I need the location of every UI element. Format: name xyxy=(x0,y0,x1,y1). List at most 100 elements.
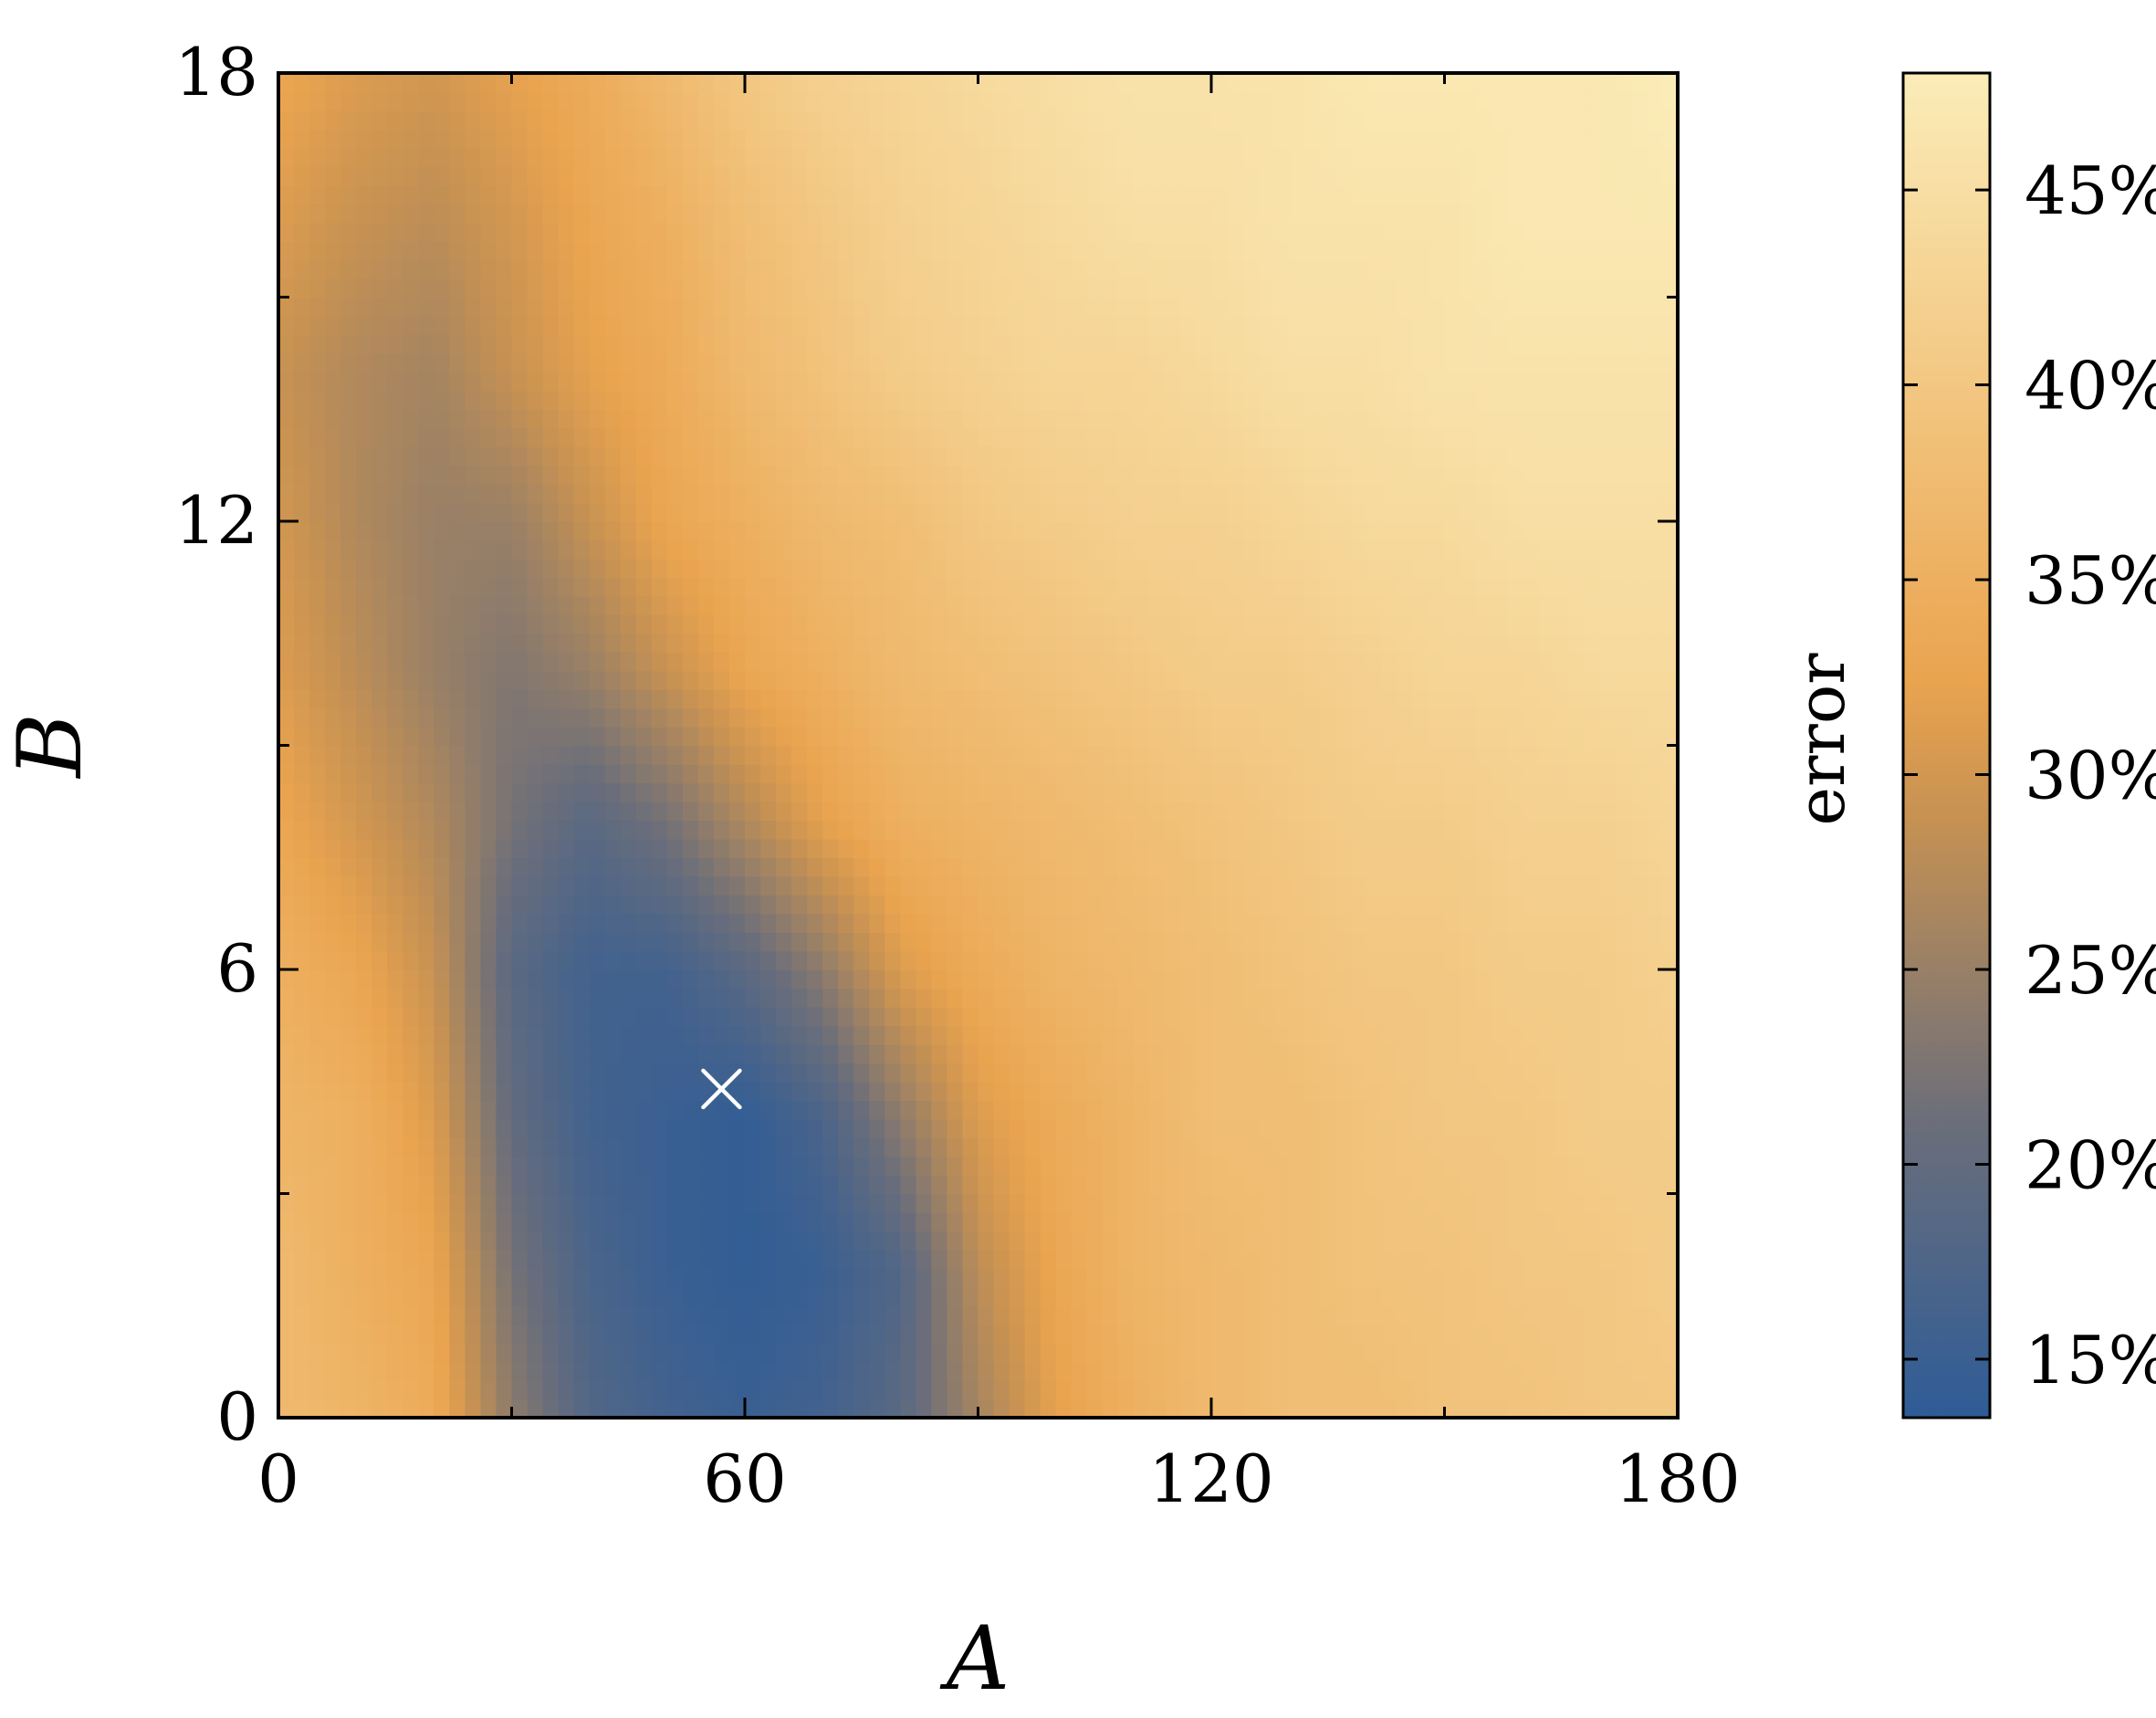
heatmap-cell xyxy=(1351,1305,1368,1325)
heatmap-cell xyxy=(1584,1231,1601,1251)
heatmap-cell xyxy=(278,1043,295,1064)
heatmap-cell xyxy=(340,1398,357,1418)
heatmap-cell xyxy=(947,782,964,802)
heatmap-cell xyxy=(962,1249,979,1270)
heatmap-cell xyxy=(697,913,715,933)
heatmap-cell xyxy=(1661,913,1678,933)
heatmap-cell xyxy=(884,988,902,1008)
heatmap-cell xyxy=(916,1025,933,1045)
heatmap-cell xyxy=(635,1361,653,1381)
heatmap-cell xyxy=(791,1268,808,1288)
heatmap-cell xyxy=(1304,1156,1322,1176)
heatmap-cell xyxy=(666,652,684,672)
heatmap-cell xyxy=(1351,1156,1368,1176)
heatmap-cell xyxy=(1102,577,1119,597)
heatmap-cell xyxy=(1133,1211,1150,1232)
heatmap-cell xyxy=(1568,1286,1586,1307)
heatmap-cell xyxy=(1506,1006,1523,1027)
heatmap-cell xyxy=(1537,614,1554,634)
heatmap-cell xyxy=(542,539,560,560)
heatmap-cell xyxy=(1289,595,1305,616)
heatmap-cell xyxy=(1117,1305,1135,1325)
heatmap-cell xyxy=(1242,1006,1259,1027)
heatmap-cell xyxy=(993,801,1010,822)
heatmap-cell xyxy=(760,1100,777,1120)
heatmap-cell xyxy=(978,988,995,1008)
heatmap-cell xyxy=(1024,727,1041,747)
heatmap-cell xyxy=(1148,1398,1166,1418)
heatmap-cell xyxy=(728,763,746,784)
heatmap-cell xyxy=(1148,782,1166,802)
heatmap-cell xyxy=(713,1006,730,1027)
heatmap-cell xyxy=(1444,1305,1461,1325)
heatmap-cell xyxy=(1055,446,1073,466)
heatmap-cell xyxy=(1661,689,1678,709)
heatmap-cell xyxy=(449,932,466,952)
heatmap-cell xyxy=(1630,1006,1648,1027)
heatmap-cell xyxy=(745,1156,761,1176)
heatmap-cell xyxy=(822,727,839,747)
heatmap-cell xyxy=(1630,670,1648,690)
heatmap-cell xyxy=(962,913,979,933)
heatmap-cell xyxy=(294,689,310,709)
heatmap-cell xyxy=(387,1156,404,1176)
heatmap-cell xyxy=(1009,1025,1026,1045)
heatmap-cell xyxy=(1584,727,1601,747)
heatmap-cell xyxy=(1599,1137,1617,1158)
heatmap-cell xyxy=(697,1043,715,1064)
heatmap-cell xyxy=(496,838,513,859)
heatmap-cell xyxy=(1009,1305,1026,1325)
heatmap-cell xyxy=(340,1025,357,1045)
heatmap-cell xyxy=(760,577,777,597)
heatmap-cell xyxy=(449,484,466,504)
heatmap-cell xyxy=(1537,465,1554,485)
heatmap-cell xyxy=(1071,502,1088,522)
heatmap-cell xyxy=(1366,502,1384,522)
heatmap-cell xyxy=(309,727,326,747)
heatmap-cell xyxy=(1506,614,1523,634)
heatmap-cell xyxy=(1366,895,1384,915)
heatmap-cell xyxy=(325,1268,341,1288)
heatmap-cell xyxy=(1553,1305,1570,1325)
heatmap-cell xyxy=(1148,539,1166,560)
heatmap-cell xyxy=(1568,689,1586,709)
heatmap-cell xyxy=(666,801,684,822)
heatmap-cell xyxy=(1444,763,1461,784)
heatmap-cell xyxy=(1211,595,1228,616)
heatmap-cell xyxy=(527,1398,544,1418)
heatmap-cell xyxy=(372,801,389,822)
heatmap-cell xyxy=(356,427,372,447)
heatmap-cell xyxy=(1289,670,1305,690)
heatmap-cell xyxy=(728,1025,746,1045)
heatmap-cell xyxy=(869,820,886,840)
heatmap-cell xyxy=(573,446,591,466)
heatmap-cell xyxy=(1335,1305,1353,1325)
heatmap-cell xyxy=(1024,595,1041,616)
heatmap-cell xyxy=(294,595,310,616)
heatmap-cell xyxy=(1195,782,1212,802)
heatmap-cell xyxy=(465,502,482,522)
heatmap-cell xyxy=(916,1361,933,1381)
heatmap-cell xyxy=(1273,763,1290,784)
heatmap-cell xyxy=(1320,1081,1337,1102)
heatmap-cell xyxy=(776,409,792,429)
heatmap-cell xyxy=(1102,521,1119,541)
heatmap-cell xyxy=(1615,1118,1632,1138)
heatmap-cell xyxy=(1397,670,1415,690)
heatmap-cell xyxy=(947,652,964,672)
heatmap-cell xyxy=(1646,1043,1663,1064)
heatmap-cell xyxy=(1211,932,1228,952)
heatmap-cell xyxy=(1040,689,1057,709)
heatmap-cell xyxy=(1148,595,1166,616)
heatmap-cell xyxy=(962,1156,979,1176)
heatmap-cell xyxy=(1491,521,1508,541)
heatmap-cell xyxy=(931,1231,948,1251)
heatmap-cell xyxy=(666,932,684,952)
heatmap-cell xyxy=(1382,1249,1399,1270)
heatmap-cell xyxy=(978,1268,995,1288)
heatmap-cell xyxy=(1553,727,1570,747)
heatmap-cell xyxy=(542,614,560,634)
heatmap-cell xyxy=(1242,465,1259,485)
heatmap-cell xyxy=(1117,782,1135,802)
heatmap-cell xyxy=(993,1249,1010,1270)
